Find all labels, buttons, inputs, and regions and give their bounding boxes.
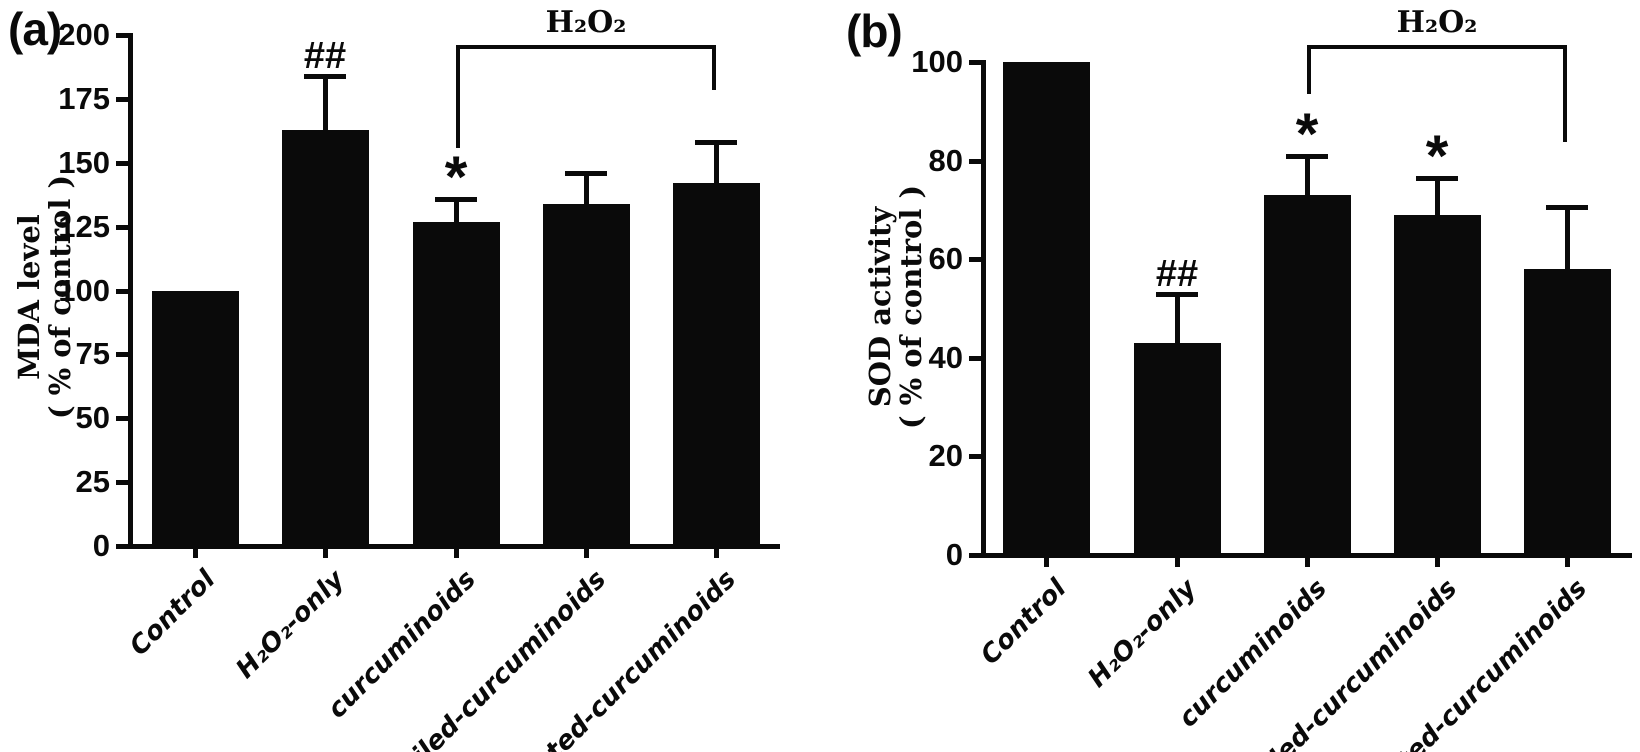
x-tick [1305, 558, 1310, 567]
y-tick-label: 80 [928, 142, 963, 178]
panel-a-label: (a) [8, 3, 62, 55]
y-tick-label: 200 [58, 17, 110, 52]
x-tick [193, 549, 198, 558]
bracket-line-horizontal [456, 45, 716, 49]
error-bar-stem [1565, 207, 1570, 272]
x-category-label: Control [974, 573, 1072, 671]
significance-hashes: ## [1155, 252, 1199, 295]
y-tick-label: 175 [58, 80, 110, 116]
bracket-label: H₂O₂ [545, 5, 627, 40]
x-tick [714, 549, 719, 558]
y-tick-label: 150 [58, 144, 110, 180]
panel-b-label: (b) [846, 5, 903, 57]
y-tick [969, 60, 981, 65]
significance-asterisk: * [444, 144, 468, 210]
bar [672, 183, 760, 548]
y-tick-label: 75 [75, 336, 110, 372]
bar [1133, 343, 1221, 557]
y-tick [116, 33, 128, 38]
error-bar-cap [565, 170, 607, 176]
bracket-line-right [1563, 45, 1567, 142]
y-tick [116, 352, 128, 358]
y-tick-label: 100 [911, 44, 963, 79]
x-tick [1565, 558, 1570, 567]
significance-hashes: ## [303, 34, 347, 77]
error-bar-stem [1435, 177, 1440, 217]
error-bar-cap [304, 73, 346, 79]
y-tick [116, 416, 128, 422]
y-tick [116, 288, 128, 294]
y-tick-label: 40 [928, 339, 963, 375]
bracket-line-left [456, 45, 460, 148]
y-tick-label: 25 [75, 464, 110, 500]
y-axis-line [128, 33, 133, 548]
error-bar-cap [1156, 291, 1198, 297]
bar [1263, 195, 1351, 557]
y-tick [969, 454, 981, 460]
bracket-line-right [712, 45, 716, 90]
bracket-label: H₂O₂ [1396, 5, 1478, 40]
error-bar-cap [1286, 153, 1328, 159]
error-bar-stem [584, 172, 589, 206]
x-tick [1044, 558, 1049, 567]
y-tick-label: 125 [58, 208, 110, 244]
x-tick [454, 549, 459, 558]
error-bar-stem [1305, 155, 1310, 198]
y-tick-label: 0 [945, 537, 963, 572]
y-tick [969, 158, 981, 164]
error-bar-cap [695, 140, 737, 146]
bar [1393, 214, 1481, 557]
significance-asterisk: * [1295, 101, 1319, 167]
y-tick [969, 553, 981, 558]
bar [542, 203, 630, 548]
error-bar-cap [1546, 205, 1588, 211]
y-tick [116, 480, 128, 486]
y-tick-label: 20 [928, 438, 963, 474]
error-bar-stem [714, 142, 719, 186]
y-tick [116, 160, 128, 166]
bar [1002, 62, 1090, 557]
bracket-line-left [1307, 45, 1311, 94]
y-tick-label: 100 [58, 272, 110, 308]
y-tick-label: 60 [928, 241, 963, 277]
bar [281, 129, 369, 548]
x-category-label: H₂O₂-only [1082, 573, 1203, 694]
error-bar-cap [435, 196, 477, 202]
x-tick [1175, 558, 1180, 567]
bracket-line-horizontal [1307, 45, 1567, 49]
y-tick [116, 96, 128, 102]
x-tick [584, 549, 589, 558]
y-tick-label: 50 [75, 400, 110, 436]
bar [1523, 269, 1611, 557]
y-axis-line [981, 60, 986, 557]
bar [412, 221, 500, 548]
x-tick [323, 549, 328, 558]
y-tick [969, 355, 981, 361]
y-tick [969, 257, 981, 263]
y-tick-label: 0 [92, 528, 110, 563]
error-bar-cap [1416, 175, 1458, 181]
significance-asterisk: * [1425, 123, 1449, 189]
bar [151, 290, 239, 548]
error-bar-stem [454, 198, 459, 224]
error-bar-stem [323, 75, 328, 132]
y-tick [116, 224, 128, 230]
y-tick [116, 544, 128, 549]
error-bar-stem [1175, 293, 1180, 345]
x-tick [1435, 558, 1440, 567]
